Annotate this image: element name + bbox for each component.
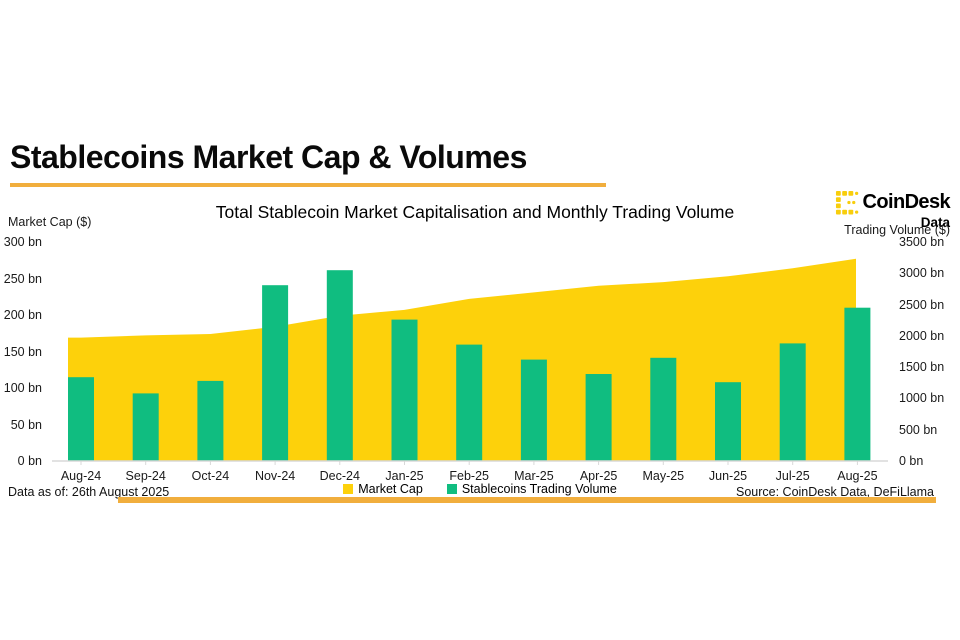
x-axis-label: Mar-25 — [514, 469, 554, 483]
x-axis-label: Oct-24 — [191, 469, 230, 483]
volume-bar — [520, 359, 547, 461]
x-axis-label: Jan-25 — [385, 469, 424, 483]
right-tick-label: 500 bn — [899, 422, 938, 437]
left-tick-label: 150 bn — [3, 344, 42, 359]
right-tick-label: 3500 bn — [899, 235, 945, 249]
volume-bar — [715, 382, 741, 461]
left-axis-title: Market Cap ($) — [8, 215, 92, 229]
volume-bar — [650, 357, 677, 461]
left-tick-label: 250 bn — [3, 271, 42, 286]
brand-sub-label: Data — [920, 215, 950, 230]
legend-item: Market Cap — [343, 482, 423, 496]
legend-label: Stablecoins Trading Volume — [461, 482, 617, 496]
legend-item: Stablecoins Trading Volume — [446, 482, 617, 496]
volume-bar — [326, 270, 353, 461]
x-axis-label: Jun-25 — [708, 469, 748, 483]
volume-bar — [779, 343, 806, 461]
source-note: Source: CoinDesk Data, DeFiLlama — [736, 485, 934, 499]
data-as-of-note: Data as of: 26th August 2025 — [8, 485, 170, 499]
chart-subtitle: Total Stablecoin Market Capitalisation a… — [215, 202, 735, 222]
right-tick-label: 3000 bn — [899, 266, 945, 281]
left-tick-label: 0 bn — [17, 454, 42, 468]
volume-bar — [391, 319, 418, 461]
x-axis-label: Feb-25 — [449, 469, 489, 483]
volume-bar — [132, 393, 159, 461]
left-tick-label: 200 bn — [3, 308, 42, 322]
coindesk-logo-icon — [835, 190, 858, 215]
x-axis-label: Dec-24 — [319, 469, 360, 483]
x-axis-label: Aug-24 — [60, 469, 102, 483]
right-tick-label: 1000 bn — [899, 391, 945, 406]
brand-block: CoinDesk Data — [835, 190, 951, 230]
chart-legend: Market Cap Stablecoins Trading Volume — [0, 482, 960, 496]
volume-bar — [68, 377, 94, 461]
x-axis-label: Jul-25 — [775, 469, 810, 483]
legend-swatch — [343, 484, 354, 494]
left-tick-label: 100 bn — [3, 381, 42, 395]
left-tick-label: 300 bn — [3, 235, 42, 249]
volume-bar — [844, 307, 871, 461]
x-axis-label: Aug-25 — [837, 469, 878, 483]
right-tick-label: 1500 bn — [899, 360, 945, 375]
volume-bar — [456, 344, 483, 461]
left-tick-label: 50 bn — [10, 417, 42, 432]
right-tick-label: 2000 bn — [899, 328, 945, 343]
legend-swatch — [446, 484, 457, 494]
legend-label: Market Cap — [358, 482, 423, 496]
x-axis-label: Sep-24 — [125, 469, 166, 483]
right-tick-label: 0 bn — [899, 454, 924, 468]
x-axis-line — [52, 460, 888, 465]
page-title: Stablecoins Market Cap & Volumes — [10, 139, 527, 175]
x-axis-label: Nov-24 — [254, 469, 296, 483]
brand-wordmark: CoinDesk — [862, 191, 951, 213]
right-tick-label: 2500 bn — [899, 297, 945, 312]
x-axis-label: May-25 — [642, 469, 685, 483]
volume-bar — [262, 285, 289, 461]
x-axis-label: Apr-25 — [579, 469, 618, 483]
trading-volume-bars — [68, 270, 871, 461]
volume-bar — [585, 374, 612, 461]
volume-bar — [197, 380, 224, 461]
bottom-accent-bar — [118, 497, 936, 503]
title-underline — [10, 183, 606, 187]
right-axis-title: Trading Volume ($) — [844, 223, 950, 237]
